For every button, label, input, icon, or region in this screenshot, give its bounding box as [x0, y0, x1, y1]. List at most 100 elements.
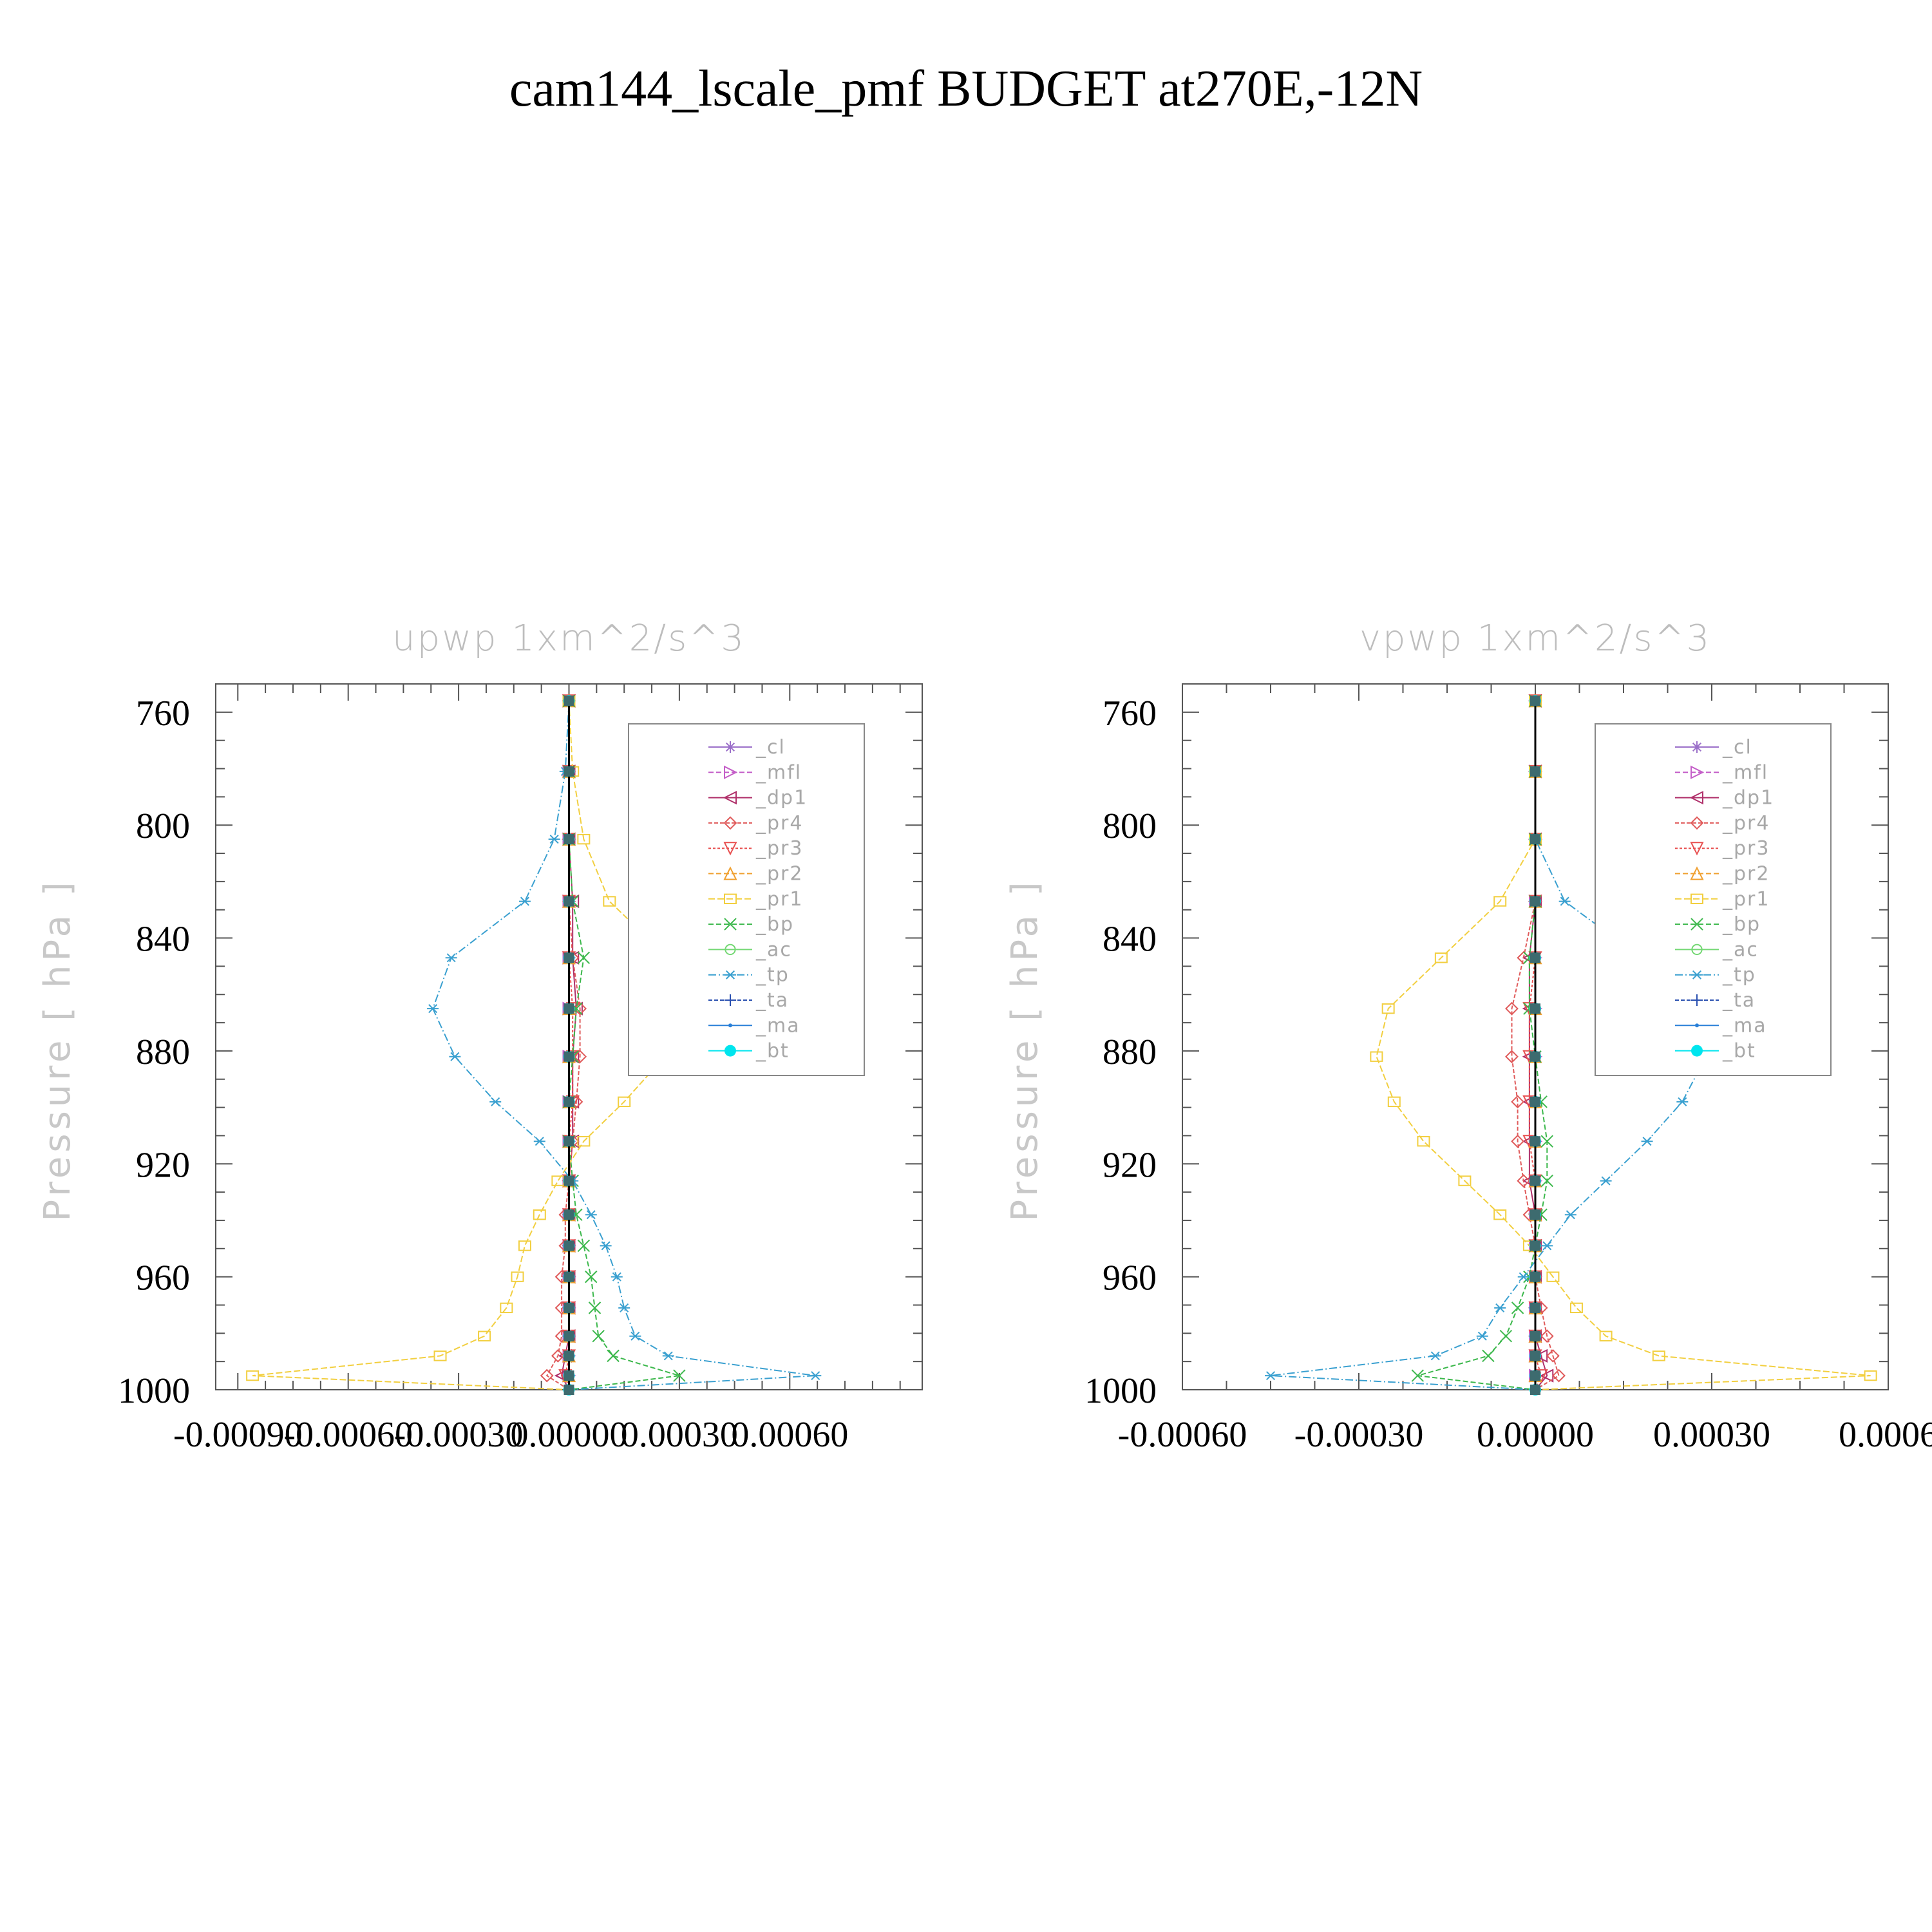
data-point: [592, 1329, 605, 1343]
legend-label: _cl: [755, 736, 786, 759]
data-point: [1499, 1329, 1513, 1343]
zero-marker: [564, 1302, 574, 1313]
data-point: [1434, 952, 1448, 963]
legend-marker: [1695, 1023, 1699, 1028]
x-tick-label: -0.00030: [394, 1415, 524, 1455]
y-tick-label: 960: [1103, 1258, 1157, 1298]
legend-marker: [1690, 816, 1704, 830]
data-point: [585, 1270, 598, 1283]
zero-marker: [1530, 1051, 1540, 1062]
zero-marker: [1530, 1096, 1540, 1107]
data-point: [1511, 1302, 1524, 1314]
data-point: [533, 1209, 546, 1220]
legend: _cl_mfl_dp1_pr4_pr3_pr2_pr1_bp_ac_tp_ta_…: [1595, 723, 1832, 1076]
legend-marker: [1690, 918, 1703, 931]
chart-panel-1: upwp 1xm^2/s^3 Pressure [ hPa ] 760 800 840 8…: [37, 618, 923, 1455]
data-point: [1540, 1135, 1553, 1148]
series-line: [252, 701, 684, 1390]
legend-marker: [1690, 842, 1704, 856]
legend-label: _cl: [1722, 736, 1752, 759]
zero-marker: [1530, 1136, 1540, 1147]
y-tick-label: 800: [1103, 806, 1157, 846]
zero-marker: [564, 1136, 574, 1147]
legend-item: _ma: [1675, 1014, 1766, 1037]
zero-marker: [1530, 1271, 1540, 1282]
y-axis-label: Pressure [ hPa ]: [1004, 878, 1046, 1221]
data-point: [618, 1096, 631, 1108]
data-point: [1511, 1134, 1525, 1148]
legend-item: _ac: [708, 938, 792, 961]
data-point: [1652, 1350, 1665, 1361]
legend-item: _cl: [1675, 736, 1752, 759]
legend-marker: [724, 765, 738, 779]
y-tick-label: 760: [136, 694, 190, 734]
data-point: [1558, 896, 1571, 906]
data-point: [1864, 1370, 1877, 1381]
legend-label: _ac: [755, 938, 792, 961]
zero-marker: [1530, 1302, 1540, 1313]
data-point: [540, 1368, 554, 1383]
data-point: [1458, 1175, 1472, 1186]
legend-label: _bt: [1722, 1040, 1756, 1063]
data-point: [585, 1210, 597, 1220]
data-point: [1493, 896, 1507, 907]
legend-marker: [1690, 765, 1705, 779]
legend-item: _dp1: [1675, 787, 1773, 810]
data-point: [603, 896, 616, 907]
data-point: [478, 1331, 491, 1341]
data-point: [577, 833, 591, 845]
data-point: [618, 1303, 630, 1312]
legend-marker: [724, 994, 736, 1006]
data-point: [1540, 1329, 1554, 1343]
y-tick-label: 1000: [118, 1371, 190, 1411]
zero-marker: [564, 1350, 574, 1361]
data-point: [1370, 1051, 1383, 1062]
series-line: [1376, 701, 1871, 1390]
legend-label: _ma: [755, 1014, 800, 1037]
data-point: [449, 1052, 461, 1061]
data-point: [600, 1241, 612, 1251]
data-point: [1541, 1241, 1553, 1251]
legend-label: _ta: [755, 989, 789, 1012]
y-tick-label: 1000: [1084, 1371, 1157, 1411]
data-point: [1511, 1095, 1525, 1109]
legend-label: _pr1: [1722, 888, 1770, 911]
series-pr1: [246, 696, 690, 1390]
legend-label: _mfl: [755, 761, 802, 784]
data-point: [577, 1239, 591, 1253]
series-line: [1528, 701, 1548, 1390]
panel-title: upwp 1xm^2/s^3: [392, 618, 746, 659]
legend-label: _pr2: [755, 863, 803, 886]
zero-marker: [1530, 834, 1540, 845]
data-point: [1517, 1272, 1530, 1282]
y-tick-label: 960: [136, 1258, 190, 1298]
legend-item: _pr3: [708, 837, 802, 860]
y-tick-label: 880: [136, 1032, 190, 1072]
data-point: [1676, 1097, 1689, 1106]
x-tick-label: -0.00030: [1294, 1415, 1424, 1455]
legend-box: [628, 723, 865, 1076]
data-point: [1505, 1001, 1519, 1016]
panel-title: vpwp 1xm^2/s^3: [1359, 618, 1711, 659]
legend-item: _tp: [1675, 964, 1755, 987]
legend-label: _mfl: [1722, 761, 1768, 784]
legend-marker: [1691, 943, 1703, 956]
data-point: [1599, 1331, 1613, 1341]
y-axis-label: Pressure [ hPa ]: [37, 878, 79, 1221]
y-tick-label: 840: [1103, 920, 1157, 960]
series-line: [1270, 701, 1707, 1390]
data-point: [1505, 1050, 1519, 1064]
legend-item: _ma: [708, 1014, 800, 1037]
legend-label: _dp1: [755, 787, 808, 810]
data-point: [1265, 1371, 1276, 1381]
data-point: [1517, 1174, 1531, 1188]
figure-title: cam144_lscale_pmf BUDGET at270E,-12N: [509, 61, 1423, 117]
legend-marker: [1691, 741, 1703, 753]
data-point: [1546, 1271, 1560, 1282]
data-point: [445, 953, 457, 963]
x-tick-label: 0.00000: [1477, 1415, 1594, 1455]
legend-marker: [1690, 866, 1704, 880]
zero-marker: [564, 1370, 574, 1381]
legend-marker: [728, 1023, 732, 1028]
legend-marker: [1691, 1045, 1703, 1057]
